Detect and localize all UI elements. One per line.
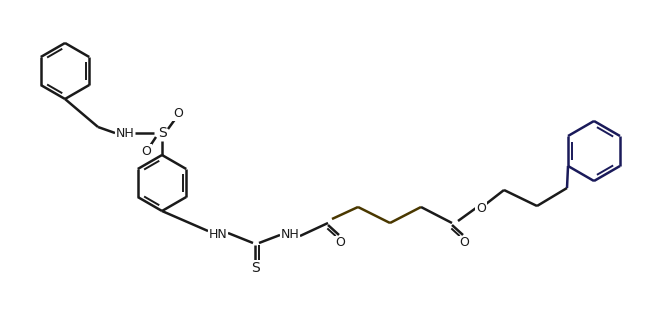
Text: O: O bbox=[476, 202, 486, 214]
Text: HN: HN bbox=[209, 228, 227, 242]
Text: NH: NH bbox=[116, 127, 134, 140]
Text: NH: NH bbox=[280, 228, 299, 242]
Text: S: S bbox=[158, 126, 167, 140]
Text: O: O bbox=[173, 107, 183, 120]
Text: O: O bbox=[459, 236, 469, 249]
Text: O: O bbox=[335, 236, 345, 249]
Text: O: O bbox=[141, 144, 151, 158]
Text: S: S bbox=[251, 261, 260, 275]
